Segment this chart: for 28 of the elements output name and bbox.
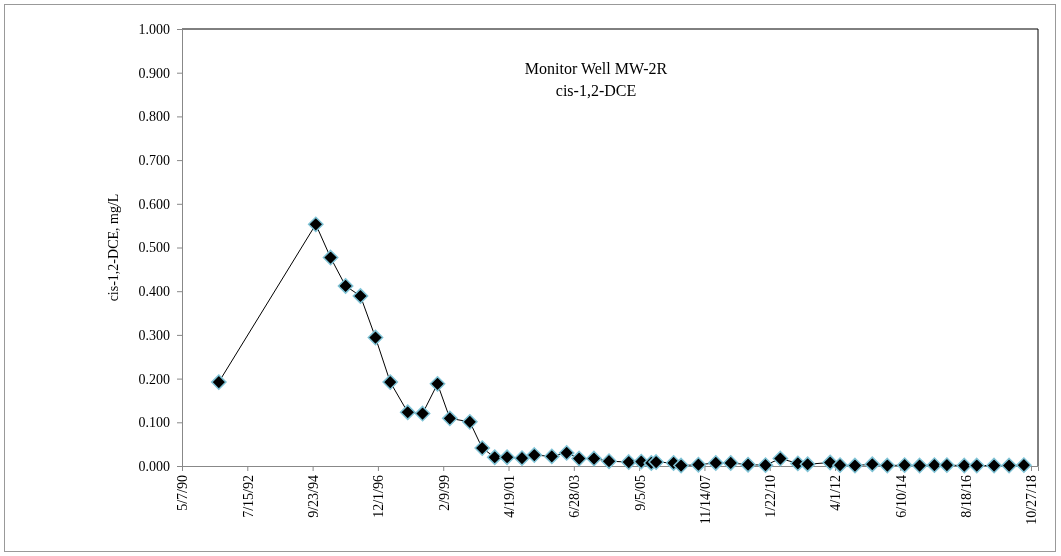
x-tick-label: 11/14/07 [697, 475, 713, 525]
y-tick-label: 1.000 [138, 21, 170, 37]
x-tick-label: 5/7/90 [175, 475, 191, 511]
x-tick-label: 8/18/16 [959, 475, 975, 518]
text: cis-1,2-DCE [555, 82, 637, 99]
y-tick-label: 0.700 [138, 153, 170, 169]
y-tick-label: 0.900 [138, 65, 170, 81]
y-tick-label: 0.600 [138, 196, 170, 212]
y-tick-label: 0.200 [138, 371, 170, 387]
y-tick-label: 0.100 [138, 415, 170, 431]
x-tick-label: 6/10/14 [893, 475, 909, 518]
y-tick-label: 0.400 [138, 284, 170, 300]
y-tick-label: 0.000 [138, 458, 170, 474]
x-tick-label: 9/5/05 [632, 475, 648, 511]
x-tick-label: 12/1/96 [371, 475, 387, 518]
y-tick-label: 0.800 [138, 109, 170, 125]
text: Monitor Well MW-2R [524, 60, 668, 77]
x-tick-label: 6/28/03 [567, 475, 583, 518]
x-tick-label: 9/23/94 [306, 475, 322, 518]
x-tick-label: 7/15/92 [240, 475, 256, 518]
x-tick-label: 4/19/01 [501, 475, 517, 518]
x-tick-label: 1/22/10 [763, 475, 779, 518]
y-tick-label: 0.300 [138, 327, 170, 343]
x-tick-label: 2/9/99 [436, 475, 452, 511]
y-axis-title: cis-1,2-DCE, mg/L [106, 193, 121, 302]
y-tick-label: 0.500 [138, 240, 170, 256]
x-tick-label: 10/27/18 [1024, 475, 1040, 525]
x-tick-label: 4/1/12 [828, 475, 844, 511]
